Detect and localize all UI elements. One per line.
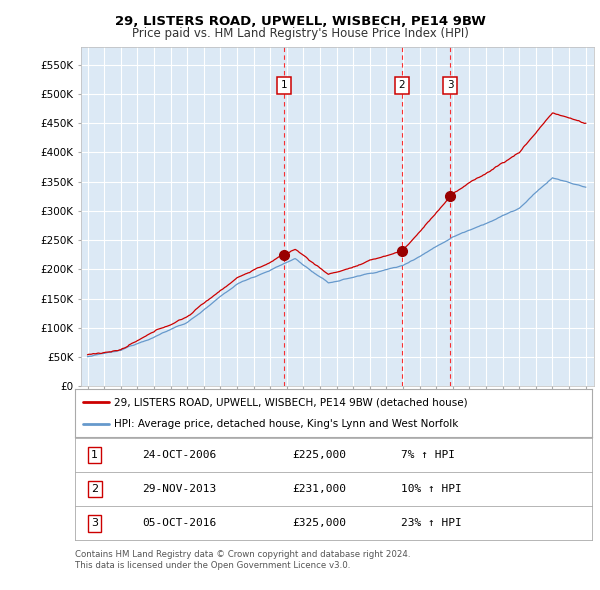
Text: 23% ↑ HPI: 23% ↑ HPI xyxy=(401,519,461,528)
Text: 2: 2 xyxy=(398,80,405,90)
Text: 2: 2 xyxy=(91,484,98,494)
Text: 29, LISTERS ROAD, UPWELL, WISBECH, PE14 9BW: 29, LISTERS ROAD, UPWELL, WISBECH, PE14 … xyxy=(115,15,485,28)
Text: £325,000: £325,000 xyxy=(292,519,346,528)
Text: £231,000: £231,000 xyxy=(292,484,346,494)
Text: 05-OCT-2016: 05-OCT-2016 xyxy=(142,519,217,528)
Text: 24-OCT-2006: 24-OCT-2006 xyxy=(142,450,217,460)
Text: 1: 1 xyxy=(281,80,287,90)
Text: 10% ↑ HPI: 10% ↑ HPI xyxy=(401,484,461,494)
Text: 3: 3 xyxy=(447,80,454,90)
Text: Contains HM Land Registry data © Crown copyright and database right 2024.: Contains HM Land Registry data © Crown c… xyxy=(75,550,410,559)
Text: 1: 1 xyxy=(91,450,98,460)
Text: This data is licensed under the Open Government Licence v3.0.: This data is licensed under the Open Gov… xyxy=(75,560,350,569)
Text: 3: 3 xyxy=(91,519,98,528)
Text: 29, LISTERS ROAD, UPWELL, WISBECH, PE14 9BW (detached house): 29, LISTERS ROAD, UPWELL, WISBECH, PE14 … xyxy=(114,397,467,407)
Text: 29-NOV-2013: 29-NOV-2013 xyxy=(142,484,217,494)
Text: Price paid vs. HM Land Registry's House Price Index (HPI): Price paid vs. HM Land Registry's House … xyxy=(131,27,469,40)
Text: £225,000: £225,000 xyxy=(292,450,346,460)
Text: HPI: Average price, detached house, King's Lynn and West Norfolk: HPI: Average price, detached house, King… xyxy=(114,419,458,429)
Text: 7% ↑ HPI: 7% ↑ HPI xyxy=(401,450,455,460)
